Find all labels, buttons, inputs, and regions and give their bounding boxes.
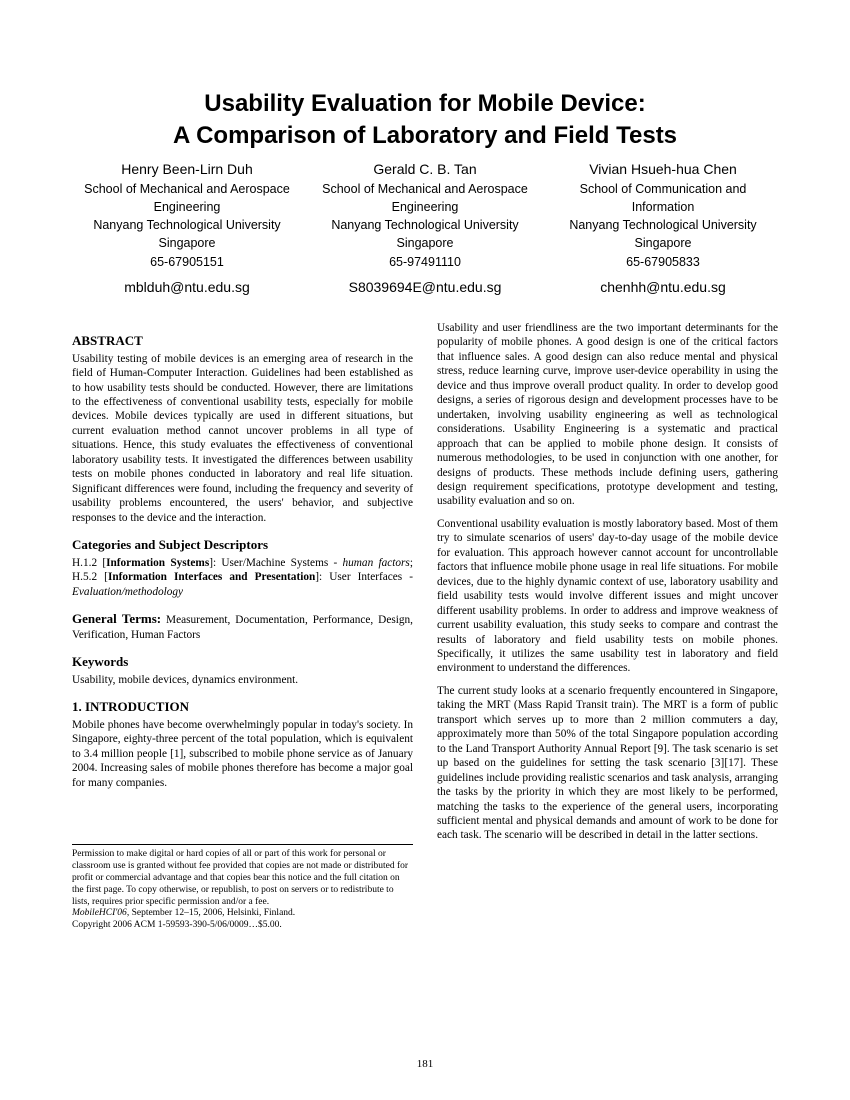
- cats-italic2: Evaluation/methodology: [72, 586, 183, 598]
- title-line-1: Usability Evaluation for Mobile Device:: [72, 88, 778, 120]
- author-1-name: Henry Been-Lirn Duh: [72, 159, 302, 179]
- author-3-name: Vivian Hsueh-hua Chen: [548, 159, 778, 179]
- author-3-affil2: Nanyang Technological University: [548, 216, 778, 234]
- author-1-affil2: Nanyang Technological University: [72, 216, 302, 234]
- author-2-loc: Singapore: [310, 234, 540, 252]
- author-1-loc: Singapore: [72, 234, 302, 252]
- cats-bold1: Information Systems: [106, 557, 209, 569]
- permission-l2: MobileHCI'06, September 12–15, 2006, Hel…: [72, 908, 413, 920]
- paper-title: Usability Evaluation for Mobile Device: …: [72, 88, 778, 153]
- permission-venue: MobileHCI'06: [72, 908, 127, 918]
- author-1: Henry Been-Lirn Duh School of Mechanical…: [72, 159, 302, 297]
- intro-heading: 1. INTRODUCTION: [72, 699, 413, 716]
- permission-l3: Copyright 2006 ACM 1-59593-390-5/06/0009…: [72, 920, 413, 932]
- right-p3: The current study looks at a scenario fr…: [437, 684, 778, 843]
- categories-heading: Categories and Subject Descriptors: [72, 537, 413, 554]
- intro-p1: Mobile phones have become overwhelmingly…: [72, 718, 413, 790]
- author-2: Gerald C. B. Tan School of Mechanical an…: [310, 159, 540, 297]
- author-2-phone: 65-97491110: [310, 253, 540, 271]
- cats-bold2: Information Interfaces and Presentation: [108, 571, 315, 583]
- right-p1: Usability and user friendliness are the …: [437, 321, 778, 509]
- general-terms-block: General Terms: Measurement, Documentatio…: [72, 611, 413, 642]
- authors-block: Henry Been-Lirn Duh School of Mechanical…: [72, 159, 778, 297]
- page-number: 181: [0, 1058, 850, 1070]
- body-columns: ABSTRACT Usability testing of mobile dev…: [72, 321, 778, 932]
- keywords-text: Usability, mobile devices, dynamics envi…: [72, 673, 413, 687]
- author-2-name: Gerald C. B. Tan: [310, 159, 540, 179]
- permission-notice: Permission to make digital or hard copie…: [72, 844, 413, 932]
- author-1-phone: 65-67905151: [72, 253, 302, 271]
- title-line-2: A Comparison of Laboratory and Field Tes…: [72, 120, 778, 152]
- author-3-loc: Singapore: [548, 234, 778, 252]
- permission-l2-rest: , September 12–15, 2006, Helsinki, Finla…: [127, 908, 295, 918]
- categories-text: H.1.2 [Information Systems]: User/Machin…: [72, 556, 413, 599]
- right-p2: Conventional usability evaluation is mos…: [437, 517, 778, 676]
- author-3: Vivian Hsueh-hua Chen School of Communic…: [548, 159, 778, 297]
- left-column: ABSTRACT Usability testing of mobile dev…: [72, 321, 413, 932]
- cats-prefix1: H.1.2 [: [72, 557, 106, 569]
- author-1-email: mblduh@ntu.edu.sg: [72, 277, 302, 297]
- abstract-text: Usability testing of mobile devices is a…: [72, 352, 413, 525]
- cats-mid2: ]: User Interfaces -: [315, 571, 413, 583]
- cats-mid1: ]: User/Machine Systems -: [209, 557, 342, 569]
- author-3-phone: 65-67905833: [548, 253, 778, 271]
- right-column: Usability and user friendliness are the …: [437, 321, 778, 932]
- keywords-heading: Keywords: [72, 654, 413, 671]
- author-2-affil1: School of Mechanical and Aerospace Engin…: [310, 180, 540, 216]
- author-3-email: chenhh@ntu.edu.sg: [548, 277, 778, 297]
- cats-italic1: human factors: [342, 557, 409, 569]
- general-terms-label: General Terms:: [72, 611, 161, 626]
- author-1-affil1: School of Mechanical and Aerospace Engin…: [72, 180, 302, 216]
- author-2-email: S8039694E@ntu.edu.sg: [310, 277, 540, 297]
- abstract-heading: ABSTRACT: [72, 333, 413, 350]
- author-2-affil2: Nanyang Technological University: [310, 216, 540, 234]
- author-3-affil1: School of Communication and Information: [548, 180, 778, 216]
- permission-l1: Permission to make digital or hard copie…: [72, 849, 413, 908]
